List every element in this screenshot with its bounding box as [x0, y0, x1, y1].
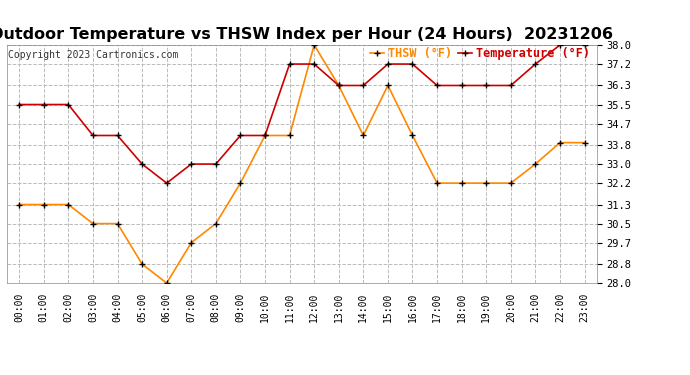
THSW (°F) [359, 133, 368, 138]
THSW (°F) [384, 83, 392, 88]
Text: Copyright 2023 Cartronics.com: Copyright 2023 Cartronics.com [8, 50, 179, 60]
THSW (°F) [506, 181, 515, 185]
THSW (°F) [556, 140, 564, 145]
Legend: THSW (°F), Temperature (°F): THSW (°F), Temperature (°F) [366, 43, 595, 65]
Temperature (°F) [39, 102, 48, 107]
Temperature (°F) [531, 62, 540, 66]
Temperature (°F) [482, 83, 491, 88]
Temperature (°F) [580, 43, 589, 47]
THSW (°F) [457, 181, 466, 185]
THSW (°F) [15, 202, 23, 207]
THSW (°F) [335, 83, 343, 88]
THSW (°F) [286, 133, 294, 138]
THSW (°F) [39, 202, 48, 207]
Temperature (°F) [384, 62, 392, 66]
Temperature (°F) [408, 62, 417, 66]
THSW (°F) [433, 181, 441, 185]
THSW (°F) [89, 221, 97, 226]
Temperature (°F) [457, 83, 466, 88]
Temperature (°F) [163, 181, 171, 185]
THSW (°F) [482, 181, 491, 185]
Temperature (°F) [212, 162, 220, 166]
Line: Temperature (°F): Temperature (°F) [16, 42, 588, 187]
Temperature (°F) [286, 62, 294, 66]
Temperature (°F) [187, 162, 195, 166]
Temperature (°F) [89, 133, 97, 138]
Temperature (°F) [359, 83, 368, 88]
Title: Outdoor Temperature vs THSW Index per Hour (24 Hours)  20231206: Outdoor Temperature vs THSW Index per Ho… [0, 27, 613, 42]
Temperature (°F) [261, 133, 269, 138]
THSW (°F) [408, 133, 417, 138]
THSW (°F) [580, 140, 589, 145]
Temperature (°F) [64, 102, 72, 107]
THSW (°F) [163, 281, 171, 285]
Temperature (°F) [433, 83, 441, 88]
THSW (°F) [64, 202, 72, 207]
Line: THSW (°F): THSW (°F) [16, 42, 588, 286]
Temperature (°F) [335, 83, 343, 88]
THSW (°F) [531, 162, 540, 166]
Temperature (°F) [236, 133, 244, 138]
Temperature (°F) [310, 62, 318, 66]
Temperature (°F) [556, 43, 564, 47]
THSW (°F) [138, 262, 146, 266]
THSW (°F) [212, 221, 220, 226]
THSW (°F) [261, 133, 269, 138]
THSW (°F) [187, 240, 195, 245]
Temperature (°F) [506, 83, 515, 88]
Temperature (°F) [15, 102, 23, 107]
THSW (°F) [236, 181, 244, 185]
THSW (°F) [113, 221, 121, 226]
Temperature (°F) [113, 133, 121, 138]
THSW (°F) [310, 43, 318, 47]
Temperature (°F) [138, 162, 146, 166]
